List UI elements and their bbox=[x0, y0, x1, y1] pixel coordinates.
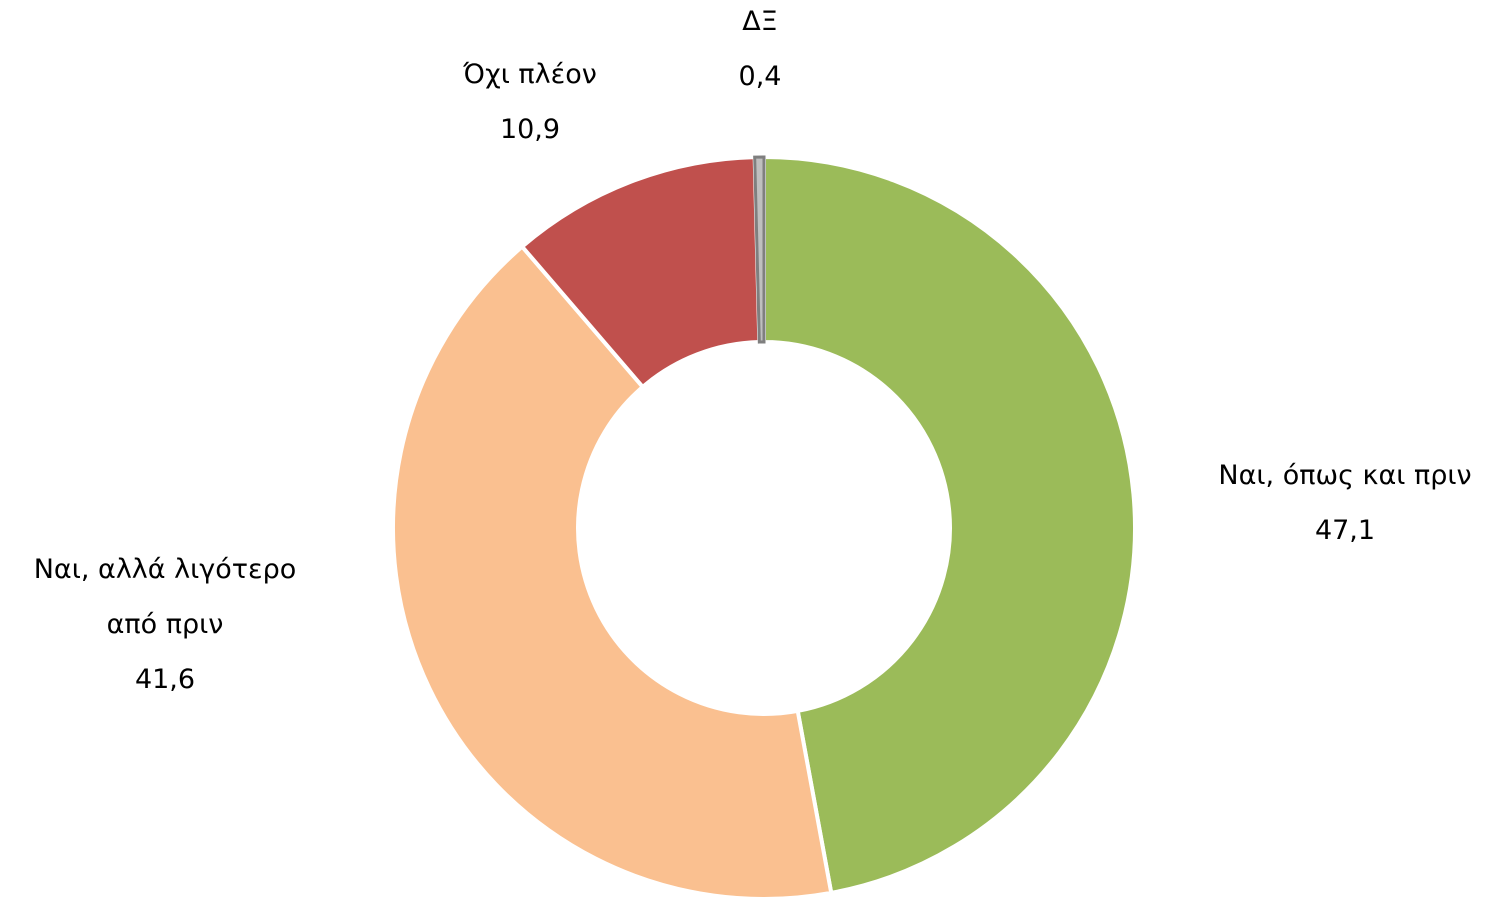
data-label: Ναι, αλλά λιγότερο από πριν 41,6 bbox=[5, 542, 325, 707]
data-label: ΔΞ 0,4 bbox=[700, 0, 820, 104]
donut-slice bbox=[762, 154, 1137, 896]
value-label: 10,9 bbox=[499, 114, 561, 145]
donut-slice bbox=[753, 155, 766, 344]
category-label: Όχι πλέον bbox=[463, 59, 597, 90]
category-label: Ναι, όπως και πριν bbox=[1218, 460, 1472, 491]
donut-slice bbox=[391, 243, 834, 899]
data-label: Ναι, όπως και πριν 47,1 bbox=[1165, 448, 1498, 558]
value-label: 0,4 bbox=[738, 61, 782, 92]
category-label: ΔΞ bbox=[742, 6, 778, 37]
value-label: 41,6 bbox=[134, 664, 196, 695]
data-label: Όχι πλέον 10,9 bbox=[400, 47, 660, 157]
category-label: Ναι, αλλά λιγότερο από πριν bbox=[33, 554, 297, 640]
value-label: 47,1 bbox=[1314, 515, 1376, 546]
